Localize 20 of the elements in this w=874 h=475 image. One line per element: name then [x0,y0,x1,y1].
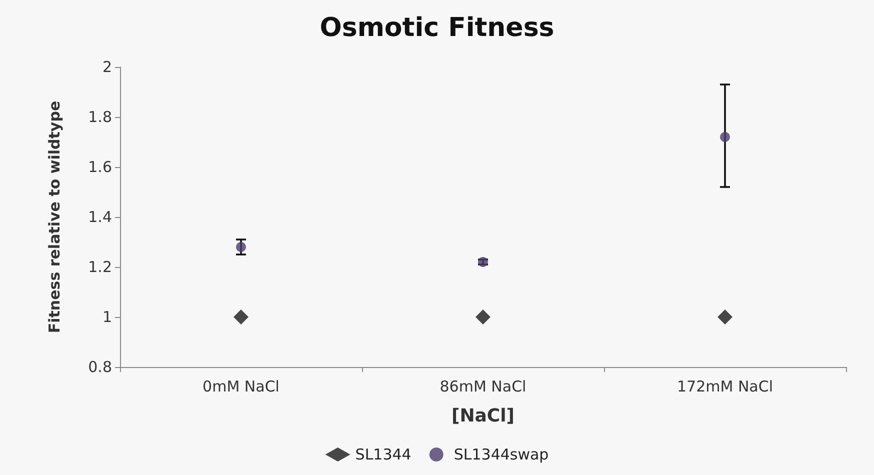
y-tick-label: 2 [102,58,112,76]
point [720,132,730,142]
y-tick-label: 1 [102,308,112,326]
y-tick-label: 1.2 [88,258,112,276]
y-tick-label: 1.8 [88,108,112,126]
x-tick-label: 172mM NaCl [676,378,774,396]
y-tick-label: 1.4 [88,208,112,226]
chart-title: Osmotic Fitness [320,13,554,43]
point [476,310,490,324]
legend-label: SL1344 [355,446,412,464]
legend-label: SL1344swap [454,446,549,464]
x-axis-title: [NaCl] [451,406,515,426]
y-tick-label: 1.6 [88,158,112,176]
point [718,310,732,324]
point [234,310,248,324]
y-tick-label: 0.8 [88,358,112,376]
x-tick-label: 0mM NaCl [202,378,280,396]
y-axis-title: Fitness relative to wildtype [46,100,64,334]
point [236,242,246,252]
x-tick-label: 86mM NaCl [440,378,526,396]
